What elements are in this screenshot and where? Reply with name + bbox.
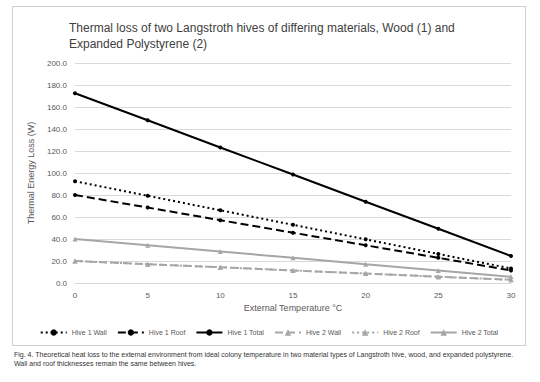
svg-text:25: 25 [434, 291, 443, 300]
svg-text:20.0: 20.0 [51, 257, 67, 266]
svg-text:30: 30 [507, 291, 516, 300]
svg-text:0: 0 [73, 291, 78, 300]
svg-text:180.0: 180.0 [47, 81, 68, 90]
svg-text:100.0: 100.0 [47, 169, 68, 178]
svg-text:40.0: 40.0 [51, 235, 67, 244]
svg-text:0.0: 0.0 [56, 279, 68, 288]
svg-text:15: 15 [289, 291, 298, 300]
html-text:Fig. 4. Theoretical heat loss: Fig. 4. Theoretical heat loss to the ext… [14, 351, 514, 367]
svg-text:5: 5 [145, 291, 150, 300]
svg-text:20: 20 [361, 291, 370, 300]
svg-text:140.0: 140.0 [47, 125, 68, 134]
svg-text:Hive 1 Wall: Hive 1 Wall [72, 329, 108, 336]
svg-text:Expanded Polystyrene (2): Expanded Polystyrene (2) [69, 37, 207, 51]
svg-text:Hive 1 Total: Hive 1 Total [227, 329, 264, 336]
svg-text:Hive 2 Wall: Hive 2 Wall [306, 329, 342, 336]
svg-text:80.0: 80.0 [51, 191, 67, 200]
svg-text:10: 10 [216, 291, 225, 300]
svg-text:Thermal Energy Loss (W): Thermal Energy Loss (W) [26, 122, 36, 225]
svg-text:External Temperature °C: External Temperature °C [244, 303, 343, 313]
svg-text:Hive 2 Total: Hive 2 Total [462, 329, 499, 336]
svg-text:60.0: 60.0 [51, 213, 67, 222]
svg-text:Hive 1 Roof: Hive 1 Roof [149, 329, 186, 336]
svg-text:Thermal loss of two Langstroth: Thermal loss of two Langstroth hives of … [69, 21, 458, 35]
svg-text:Hive 2 Roof: Hive 2 Roof [383, 329, 420, 336]
svg-text:160.0: 160.0 [47, 103, 68, 112]
svg-text:200.0: 200.0 [47, 59, 68, 68]
svg-text:120.0: 120.0 [47, 147, 68, 156]
